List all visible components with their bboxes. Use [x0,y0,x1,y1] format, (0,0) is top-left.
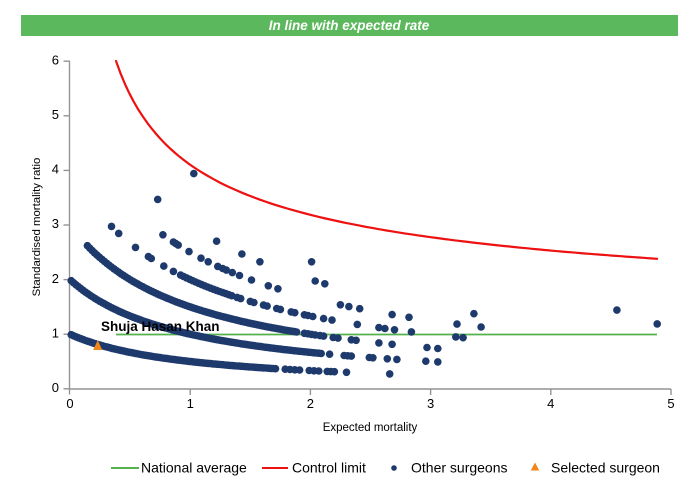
svg-text:4: 4 [547,396,554,411]
svg-text:3: 3 [427,396,434,411]
svg-text:Selected surgeon: Selected surgeon [551,460,660,476]
svg-text:0: 0 [52,380,59,395]
svg-text:Control limit: Control limit [292,460,366,476]
svg-text:1: 1 [187,396,194,411]
svg-text:Standardised mortality ratio: Standardised mortality ratio [31,158,43,297]
svg-text:6: 6 [52,52,59,67]
svg-text:1: 1 [52,325,59,340]
svg-text:2: 2 [52,271,59,286]
svg-text:5: 5 [52,107,59,122]
svg-text:Shuja Hasan Khan: Shuja Hasan Khan [101,319,220,334]
svg-text:4: 4 [52,162,59,177]
svg-text:3: 3 [52,216,59,231]
svg-text:Expected mortality: Expected mortality [323,422,418,434]
svg-text:National average: National average [141,460,247,476]
svg-text:5: 5 [667,396,674,411]
svg-text:In line with expected rate: In line with expected rate [269,18,430,33]
svg-text:Other surgeons: Other surgeons [411,460,508,476]
svg-text:2: 2 [307,396,314,411]
svg-text:0: 0 [66,396,73,411]
